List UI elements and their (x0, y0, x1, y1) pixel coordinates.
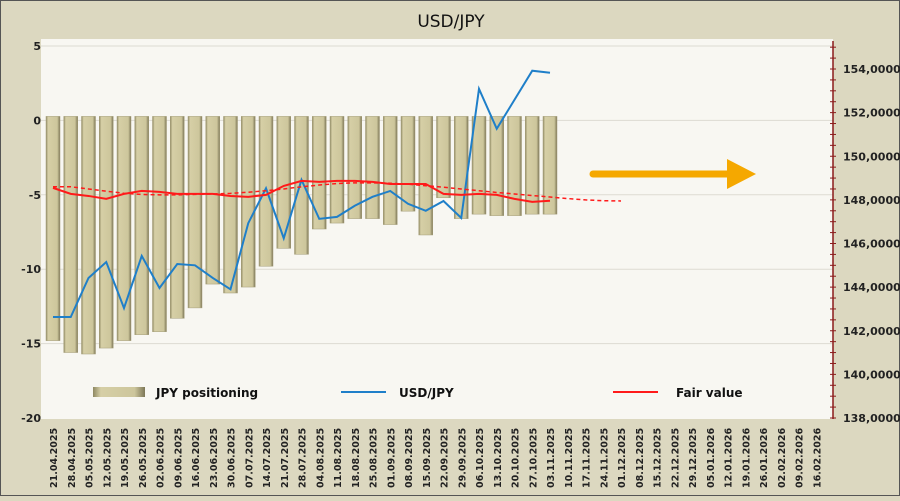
bar-jpy-positioning (170, 116, 185, 319)
bar-jpy-positioning (81, 116, 96, 355)
x-tick-label: 27.10.2025 (528, 428, 539, 488)
x-tick-label: 30.06.2025 (227, 428, 238, 488)
bar-jpy-positioning (134, 116, 149, 335)
x-tick-label: 08.09.2025 (404, 428, 415, 488)
left-tick-label: 0 (33, 114, 41, 127)
right-tick-label: 142,0000 (843, 325, 900, 338)
left-tick-label: -20 (21, 412, 41, 425)
x-tick-label: 25.08.2025 (369, 428, 380, 488)
x-tick-label: 19.05.2025 (120, 428, 131, 488)
x-tick-label: 24.11.2025 (599, 428, 610, 488)
left-tick-label: -10 (21, 263, 41, 276)
bar-jpy-positioning (383, 116, 398, 225)
left-tick-label: -5 (29, 189, 41, 202)
x-tick-label: 12.05.2025 (102, 428, 113, 488)
bar-jpy-positioning (400, 116, 416, 212)
x-tick-label: 26.01.2026 (759, 428, 770, 488)
right-tick-label: 154,0000 (843, 63, 900, 76)
legend-swatch-jpy-positioning (93, 387, 145, 397)
bar-jpy-positioning (187, 116, 203, 309)
bar-jpy-positioning (63, 116, 78, 353)
legend-label: USD/JPY (399, 386, 454, 400)
x-tick-label: 28.04.2025 (67, 428, 78, 488)
bar-jpy-positioning (241, 116, 256, 288)
bar-jpy-positioning (365, 116, 380, 219)
bar-jpy-positioning (489, 116, 504, 216)
x-tick-label: 11.08.2025 (333, 428, 344, 488)
right-tick-label: 148,0000 (843, 194, 900, 207)
usdjpy-line (53, 69, 551, 319)
bar-jpy-positioning (542, 116, 558, 215)
x-tick-label: 22.12.2025 (670, 428, 681, 488)
x-tick-label: 15.12.2025 (653, 428, 664, 488)
x-tick-label: 05.05.2025 (85, 428, 96, 488)
bar-jpy-positioning (312, 116, 327, 230)
x-tick-label: 29.12.2025 (688, 428, 699, 488)
right-tick-label: 146,0000 (843, 238, 900, 251)
right-tick-label: 150,0000 (843, 150, 900, 163)
left-tick-label: 5 (33, 40, 41, 53)
x-tick-label: 21.07.2025 (280, 428, 291, 488)
x-tick-label: 10.11.2025 (564, 428, 575, 488)
x-tick-label: 26.05.2025 (138, 428, 149, 488)
x-tick-label: 20.10.2025 (511, 428, 522, 488)
bar-jpy-positioning (152, 116, 167, 332)
legend-label: Fair value (676, 386, 743, 400)
bar-jpy-positioning (294, 116, 309, 255)
bar-jpy-positioning (276, 116, 291, 249)
x-tick-label: 21.04.2025 (49, 428, 60, 488)
x-tick-label: 15.09.2025 (422, 428, 433, 488)
right-tick-label: 144,0000 (843, 281, 900, 294)
left-tick-label: -15 (21, 338, 41, 351)
bar-jpy-positioning (454, 116, 469, 219)
x-tick-label: 23.06.2025 (209, 428, 220, 488)
x-tick-label: 16.02.2026 (812, 428, 823, 488)
x-tick-label: 05.01.2026 (706, 428, 717, 488)
x-tick-label: 22.09.2025 (440, 428, 451, 488)
bar-jpy-positioning (436, 116, 451, 199)
x-tick-label: 12.01.2026 (724, 428, 735, 488)
right-tick-label: 140,0000 (843, 368, 900, 381)
right-tick-label: 152,0000 (843, 107, 900, 120)
x-tick-label: 01.09.2025 (386, 428, 397, 488)
chart-title: USD/JPY (417, 12, 485, 32)
x-tick-label: 02.02.2026 (777, 428, 788, 488)
bar-jpy-positioning (525, 116, 540, 215)
legend-label: JPY positioning (155, 386, 258, 400)
x-tick-label: 03.11.2025 (546, 428, 557, 488)
x-tick-label: 04.08.2025 (315, 428, 326, 488)
x-tick-label: 16.06.2025 (191, 428, 202, 488)
bar-jpy-positioning (116, 116, 132, 341)
x-tick-label: 02.06.2025 (156, 428, 167, 488)
bar-jpy-positioning (99, 116, 114, 349)
bar-jpy-positioning (223, 116, 238, 294)
right-tick-label: 138,0000 (843, 412, 900, 425)
bar-jpy-positioning (329, 116, 345, 224)
x-tick-label: 13.10.2025 (493, 428, 504, 488)
forecast-arrow (589, 159, 756, 189)
x-tick-label: 09.06.2025 (173, 428, 184, 488)
bar-jpy-positioning (347, 116, 362, 219)
x-tick-label: 29.09.2025 (457, 428, 468, 488)
x-tick-label: 19.01.2026 (741, 428, 752, 488)
x-tick-label: 18.08.2025 (351, 428, 362, 488)
bar-jpy-positioning (45, 116, 61, 341)
x-tick-label: 17.11.2025 (582, 428, 593, 488)
x-tick-label: 06.10.2025 (475, 428, 486, 488)
x-tick-label: 28.07.2025 (298, 428, 309, 488)
x-tick-label: 14.07.2025 (262, 428, 273, 488)
x-tick-label: 09.02.2026 (795, 428, 806, 488)
bar-jpy-positioning (418, 116, 433, 236)
x-tick-label: 07.07.2025 (244, 428, 255, 488)
bar-jpy-positioning (507, 116, 522, 216)
x-tick-label: 08.12.2025 (635, 428, 646, 488)
bar-jpy-positioning (205, 116, 220, 285)
fair-value-line (52, 179, 551, 203)
x-tick-label: 01.12.2025 (617, 428, 628, 488)
